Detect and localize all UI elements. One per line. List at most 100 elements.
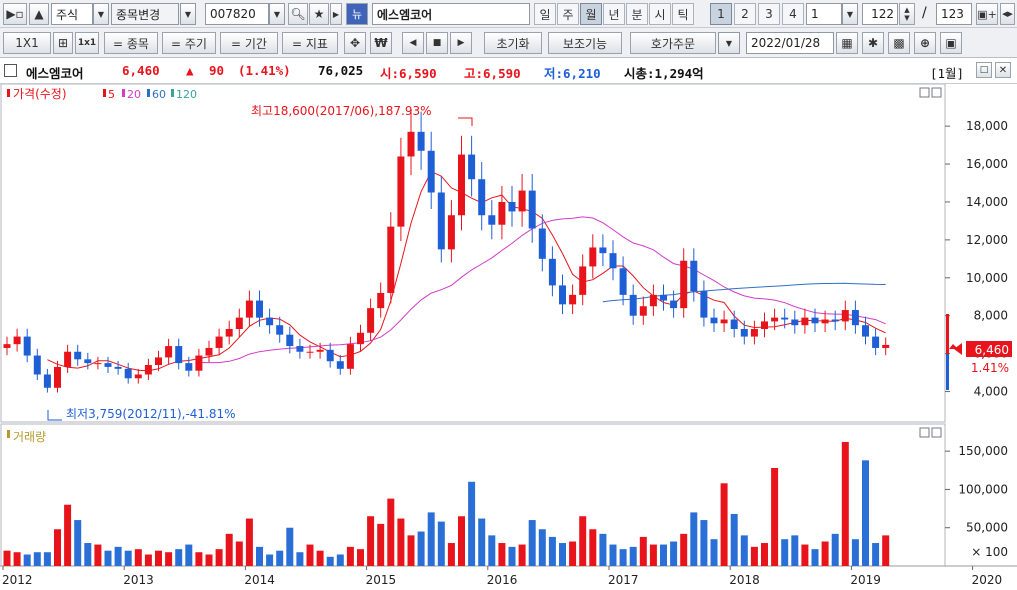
favorite-star-icon[interactable]: ★ <box>309 3 329 25</box>
market-select[interactable]: 주식 <box>51 3 93 25</box>
range-button[interactable]: = 기간 <box>220 32 278 54</box>
gear-icon[interactable]: ✱ <box>862 32 884 54</box>
volume-bar <box>649 544 657 566</box>
x-tick-label: 2019 <box>850 573 881 587</box>
volume-bar <box>720 483 728 566</box>
stock-compare-button[interactable]: = 종목 <box>104 32 158 54</box>
candle-body <box>700 291 708 318</box>
volume-bar <box>841 441 849 566</box>
slot-2[interactable]: 2 <box>734 3 756 25</box>
change-stock-select[interactable]: 종목변경 <box>111 3 179 25</box>
unit-input[interactable]: 1 <box>806 3 842 25</box>
vol-pane-close-icon[interactable] <box>931 427 942 438</box>
close-icon[interactable]: ✕ <box>995 62 1011 78</box>
candle-body <box>882 344 890 348</box>
volume-tick-label: 50,000 <box>966 521 1008 535</box>
period-month[interactable]: 월 <box>580 3 602 25</box>
stop-icon[interactable]: ■ <box>426 32 448 54</box>
volume-bar <box>235 541 243 566</box>
new-chart-icon[interactable]: ▣ <box>940 32 962 54</box>
stock-code-dropdown-icon[interactable]: ▼ <box>269 3 285 25</box>
vol-pane-max-icon[interactable] <box>919 427 930 438</box>
candle-body <box>781 317 789 320</box>
slot-4[interactable]: 4 <box>782 3 804 25</box>
grid-settings-icon[interactable]: ▩ <box>888 32 910 54</box>
expand-arrows-icon[interactable]: ◀▶ <box>1000 3 1015 25</box>
zoom-icon[interactable]: ⊕ <box>914 32 936 54</box>
unit-dropdown-icon[interactable]: ▼ <box>842 3 858 25</box>
change-stock-dropdown-icon[interactable]: ▼ <box>180 3 196 25</box>
current-price-box <box>966 341 1012 357</box>
candle-body <box>266 317 274 326</box>
calendar-icon[interactable]: ▦ <box>836 32 858 54</box>
move-cross-icon[interactable]: ✥ <box>344 32 366 54</box>
max-arrow <box>458 117 473 126</box>
slot-1[interactable]: 1 <box>710 3 732 25</box>
volume-bar <box>437 521 445 566</box>
period-compare-button[interactable]: = 주기 <box>162 32 216 54</box>
candle-body <box>13 336 21 345</box>
scroll-left-icon[interactable]: ◀ <box>402 32 424 54</box>
order-button[interactable]: 호가주문 <box>630 32 716 54</box>
period-year[interactable]: 년 <box>603 3 625 25</box>
volume-bar <box>276 550 284 566</box>
layout-select[interactable]: 1X1 <box>3 32 51 54</box>
market-dropdown-icon[interactable]: ▼ <box>93 3 109 25</box>
layout-1x1-button[interactable]: 1x1 <box>75 32 99 54</box>
volume-bar <box>336 554 344 566</box>
scroll-right-icon[interactable]: ▶ <box>450 32 472 54</box>
volume-bar <box>609 544 617 566</box>
candle-body <box>508 201 516 212</box>
collapse-up-icon[interactable]: ▲ <box>29 3 49 25</box>
volume-legend-label: 거래량 <box>13 430 46 444</box>
volume-bar <box>326 556 334 566</box>
price-tick-label: 12,000 <box>966 233 1008 247</box>
price-tick-label: 4,000 <box>974 385 1008 399</box>
candle-body <box>225 328 233 337</box>
ma5-legend: 5 <box>108 88 115 101</box>
period-day[interactable]: 일 <box>534 3 556 25</box>
candle-body <box>559 285 566 305</box>
page-spinner-icon[interactable]: ▲ ▼ <box>899 3 915 25</box>
volume-bar <box>225 533 233 566</box>
volume-bar <box>296 552 304 566</box>
indicator-button[interactable]: = 지표 <box>282 32 338 54</box>
select-checkbox[interactable] <box>4 64 17 77</box>
add-window-icon[interactable]: ▣+ <box>976 3 998 25</box>
period-tick[interactable]: 틱 <box>672 3 694 25</box>
period-minute[interactable]: 분 <box>626 3 648 25</box>
period-week[interactable]: 주 <box>557 3 579 25</box>
maximize-icon[interactable]: □ <box>976 62 992 78</box>
volume-bar <box>266 554 274 566</box>
period-hour[interactable]: 시 <box>649 3 671 25</box>
volume-bar <box>660 544 667 566</box>
panel-toggle-icon[interactable]: ▶▫ <box>3 3 27 25</box>
grid-layout-icon[interactable]: ⊞ <box>53 32 73 54</box>
candle-body <box>185 363 193 371</box>
volume-bar <box>155 550 162 566</box>
volume-bar <box>205 554 213 566</box>
search-icon[interactable]: 🔍︎ <box>288 3 308 25</box>
candle-body <box>3 344 11 348</box>
reset-button[interactable]: 초기화 <box>484 32 542 54</box>
date-input[interactable]: 2022/01/28 <box>746 32 834 54</box>
stock-code-input[interactable]: 007820 <box>205 3 269 25</box>
pane-close-icon[interactable] <box>931 87 942 98</box>
ma120-legend: 120 <box>176 88 197 101</box>
price-chart[interactable]: 18,00016,00014,00012,00010,0008,0006,000… <box>0 84 1017 590</box>
order-dropdown-icon[interactable]: ▼ <box>718 32 740 54</box>
page-current-input[interactable]: 122 <box>862 3 898 25</box>
aux-function-button[interactable]: 보조기능 <box>548 32 622 54</box>
news-badge[interactable]: 뉴 <box>346 3 368 25</box>
candle-body <box>629 294 637 316</box>
won-currency-icon[interactable]: ₩ <box>370 32 392 54</box>
volume-bar <box>619 549 627 566</box>
volume-bar <box>821 541 829 566</box>
next-arrow-icon[interactable]: ▶ <box>330 3 342 25</box>
volume-bar <box>478 518 486 566</box>
volume-bar <box>427 512 435 566</box>
pane-max-icon[interactable] <box>919 87 930 98</box>
volume-bar <box>367 516 375 566</box>
slot-3[interactable]: 3 <box>758 3 780 25</box>
volume-bar <box>74 520 82 566</box>
